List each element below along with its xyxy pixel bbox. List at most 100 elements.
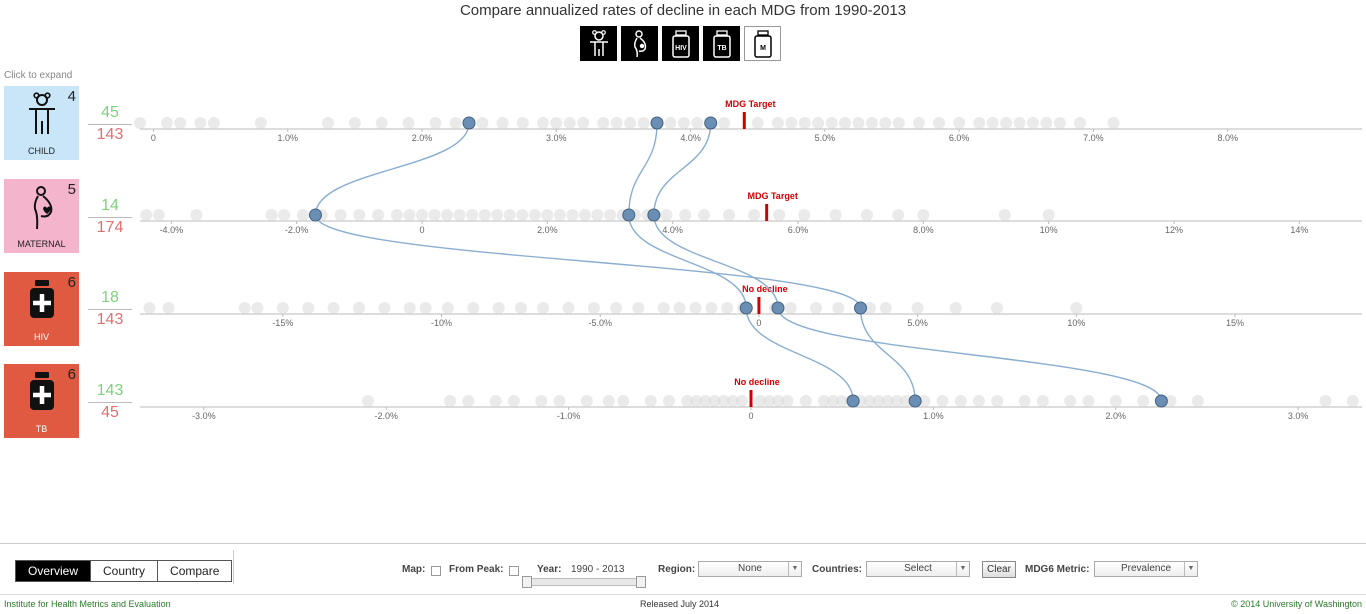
chart-row-tb: -3.0% -2.0% -1.0% 0 1.0% 2.0% 3.0% No decline bbox=[140, 377, 1362, 421]
country-point bbox=[591, 209, 604, 221]
country-point bbox=[190, 209, 203, 221]
map-label: Map: bbox=[402, 564, 426, 575]
country-point bbox=[1000, 117, 1013, 129]
country-point bbox=[441, 302, 454, 314]
mdg-button-malaria[interactable]: M bbox=[744, 26, 781, 61]
tick-label: -1.0% bbox=[557, 411, 581, 421]
country-point bbox=[812, 117, 825, 129]
medicine-bottle-icon: M bbox=[753, 29, 772, 58]
row-card-hiv[interactable]: 6 HIV bbox=[4, 272, 79, 346]
mdg-button-hiv[interactable]: HIV bbox=[662, 26, 699, 61]
country-point bbox=[466, 209, 479, 221]
mdg-button-label: M bbox=[760, 45, 766, 52]
country-point bbox=[708, 395, 721, 407]
country-point bbox=[428, 209, 441, 221]
footer-institute-link[interactable]: Institute for Health Metrics and Evaluat… bbox=[4, 599, 171, 609]
row-label: TB bbox=[35, 424, 48, 434]
map-checkbox[interactable] bbox=[431, 566, 441, 576]
country-point bbox=[597, 117, 610, 129]
country-point bbox=[751, 117, 764, 129]
row-card-child[interactable]: 4 CHILD bbox=[4, 86, 79, 160]
country-point bbox=[863, 395, 876, 407]
country-point bbox=[516, 117, 529, 129]
tick-label: 2.0% bbox=[1106, 411, 1127, 421]
metric-select[interactable]: Prevalence ▼ bbox=[1094, 561, 1198, 577]
country-point bbox=[1107, 117, 1120, 129]
country-point bbox=[1042, 209, 1055, 221]
highlighted-country-point bbox=[854, 301, 868, 315]
country-point bbox=[553, 209, 566, 221]
target-label: MDG Target bbox=[747, 191, 797, 201]
country-point bbox=[254, 117, 267, 129]
row-count-top: 14 bbox=[101, 197, 119, 214]
country-point bbox=[1164, 395, 1177, 407]
count-divider bbox=[88, 309, 132, 310]
country-point bbox=[563, 117, 576, 129]
country-point bbox=[798, 209, 811, 221]
mdg-button-maternal[interactable] bbox=[621, 26, 658, 61]
country-point bbox=[986, 117, 999, 129]
tab-compare[interactable]: Compare bbox=[158, 561, 232, 581]
country-point bbox=[390, 209, 403, 221]
tick-label: 5.0% bbox=[815, 133, 836, 143]
country-point bbox=[917, 209, 930, 221]
highlighted-country-point bbox=[647, 208, 661, 222]
country-point bbox=[378, 302, 391, 314]
chevron-down-icon: ▼ bbox=[956, 562, 969, 576]
country-point bbox=[918, 395, 931, 407]
tick-label: -15% bbox=[272, 318, 293, 328]
row-count-bottom: 45 bbox=[101, 404, 119, 421]
year-slider-track[interactable] bbox=[522, 578, 646, 586]
country-point bbox=[912, 117, 925, 129]
country-point bbox=[637, 117, 650, 129]
country-point bbox=[577, 117, 590, 129]
from-peak-checkbox[interactable] bbox=[509, 566, 519, 576]
country-point bbox=[604, 209, 616, 221]
tick-label: 14% bbox=[1290, 225, 1308, 235]
tick-label: -10% bbox=[431, 318, 452, 328]
country-point bbox=[657, 302, 670, 314]
year-slider-end-handle[interactable] bbox=[636, 576, 646, 588]
country-point bbox=[610, 117, 623, 129]
mdg-button-tb[interactable]: TB bbox=[703, 26, 740, 61]
footer-copyright-link[interactable]: © 2014 University of Washington bbox=[1231, 599, 1362, 609]
country-point bbox=[348, 117, 361, 129]
countries-select[interactable]: Select ▼ bbox=[866, 561, 970, 577]
country-point bbox=[865, 117, 878, 129]
country-point bbox=[1137, 395, 1150, 407]
clear-button[interactable]: Clear bbox=[982, 561, 1016, 578]
mdg-button-child[interactable] bbox=[580, 26, 617, 61]
tick-label: 4.0% bbox=[662, 225, 683, 235]
region-select[interactable]: None ▼ bbox=[698, 561, 802, 577]
target-label: No decline bbox=[734, 377, 780, 387]
country-point bbox=[798, 117, 811, 129]
decline-rate-chart: 0 1.0% 2.0% 3.0% 4.0% 5.0% 6.0% 7.0% 8.0% MDG Tar… bbox=[134, 99, 1362, 421]
year-slider-start-handle[interactable] bbox=[522, 576, 532, 588]
country-point bbox=[491, 209, 504, 221]
from-peak-label: From Peak: bbox=[449, 564, 504, 575]
country-point bbox=[207, 117, 220, 129]
country-point bbox=[689, 302, 702, 314]
tick-label: -2.0% bbox=[374, 411, 398, 421]
tick-label: 6.0% bbox=[788, 225, 809, 235]
tab-country[interactable]: Country bbox=[91, 561, 159, 581]
country-point bbox=[238, 302, 251, 314]
country-point bbox=[302, 302, 315, 314]
country-point bbox=[1191, 395, 1204, 407]
country-point bbox=[829, 209, 842, 221]
mdg-selector: HIV TB M bbox=[580, 26, 781, 61]
country-point bbox=[662, 395, 675, 407]
tick-label: -4.0% bbox=[160, 225, 184, 235]
country-point bbox=[152, 209, 165, 221]
country-point bbox=[799, 395, 812, 407]
country-point bbox=[478, 209, 491, 221]
row-card-maternal[interactable]: 5 MATERNAL bbox=[4, 179, 79, 253]
region-select-value: None bbox=[738, 563, 762, 574]
country-point bbox=[174, 117, 187, 129]
expand-hint: Click to expand bbox=[4, 70, 73, 81]
country-point bbox=[681, 395, 694, 407]
country-point bbox=[771, 117, 784, 129]
tab-overview[interactable]: Overview bbox=[16, 561, 92, 581]
row-card-tb[interactable]: 6 TB bbox=[4, 364, 79, 438]
country-point bbox=[334, 209, 347, 221]
